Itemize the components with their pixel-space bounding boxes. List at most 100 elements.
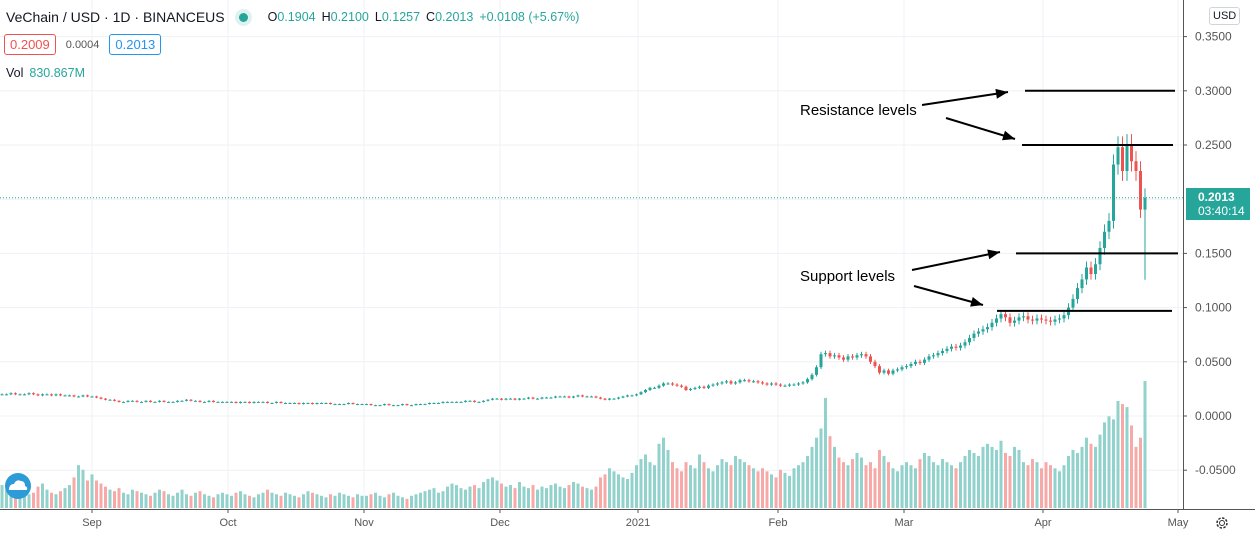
candle-body xyxy=(297,402,301,405)
volume-bar xyxy=(828,436,832,508)
candle-body xyxy=(608,398,611,400)
volume-bar xyxy=(995,449,998,508)
open-value: 0.1904 xyxy=(277,10,316,24)
x-tick-label: Oct xyxy=(219,517,236,529)
candle-body xyxy=(491,398,494,400)
volume-bar xyxy=(86,480,89,508)
candle-body xyxy=(1044,319,1048,321)
volume-bar xyxy=(990,446,994,508)
candle-body xyxy=(527,397,530,399)
candle-body xyxy=(189,399,193,401)
candle-body xyxy=(207,400,211,402)
candle-body xyxy=(446,401,449,403)
candle-body xyxy=(243,401,247,403)
candle-body xyxy=(936,353,940,356)
chart-legend: VeChain / USD · 1D · BINANCEUS O0.1904 H… xyxy=(6,9,580,25)
candle-body xyxy=(23,394,26,396)
candle-body xyxy=(27,393,31,395)
candle-body xyxy=(770,383,773,385)
volume-bar xyxy=(644,454,647,508)
candle-body xyxy=(788,384,791,386)
volume-bar xyxy=(603,474,607,508)
candle-body xyxy=(486,399,490,401)
candle-body xyxy=(356,404,359,406)
candle-body xyxy=(815,367,818,375)
volume-bar xyxy=(540,486,544,508)
y-tick-label: 0.0500 xyxy=(1195,355,1232,369)
volume-bar xyxy=(221,492,224,508)
candle-body xyxy=(1121,147,1124,172)
candle-body xyxy=(513,398,517,400)
candle-body xyxy=(329,402,332,405)
candle-body xyxy=(792,384,796,386)
volume-bar xyxy=(1062,465,1066,508)
volume-bar xyxy=(126,494,130,508)
candle-body xyxy=(104,398,107,400)
volume-bar xyxy=(500,483,503,508)
candle-body xyxy=(590,396,593,398)
volume-bar xyxy=(788,475,791,508)
volume-bar xyxy=(68,485,71,508)
volume-bar xyxy=(131,489,134,508)
candle-body xyxy=(333,404,337,406)
currency-button[interactable]: USD xyxy=(1209,7,1241,25)
candle-body xyxy=(891,370,895,374)
settings-gear-icon[interactable] xyxy=(1216,517,1228,529)
candle-body xyxy=(518,398,521,400)
candle-body xyxy=(680,385,683,387)
annotation-arrow xyxy=(945,117,1016,140)
volume-bar xyxy=(797,465,800,508)
annotation-arrow xyxy=(911,251,1001,271)
volume-bar xyxy=(689,465,692,508)
volume-bar xyxy=(1080,446,1084,508)
volume-bar xyxy=(423,491,427,508)
candle-body xyxy=(657,385,661,388)
candle-body xyxy=(414,404,418,406)
volume-bar xyxy=(365,495,368,508)
volume-bar xyxy=(527,488,530,508)
candle-body xyxy=(270,402,274,404)
volume-bar xyxy=(302,494,305,508)
y-tick-label: 0.0000 xyxy=(1195,409,1232,423)
candle-body xyxy=(1049,320,1052,322)
volume-bar xyxy=(833,446,836,508)
candle-body xyxy=(905,366,908,368)
volume-bar xyxy=(464,489,467,508)
volume-bar xyxy=(455,485,458,508)
candle-body xyxy=(846,356,850,360)
candle-body xyxy=(545,397,548,399)
candle-body xyxy=(819,354,823,368)
candle-body xyxy=(401,404,404,406)
candle-body xyxy=(999,314,1003,319)
candle-body xyxy=(617,397,620,399)
candle-body xyxy=(1026,316,1030,320)
candle-body xyxy=(945,348,949,351)
volume-bar xyxy=(329,494,332,508)
volume-bar xyxy=(41,483,44,508)
candle-body xyxy=(806,379,809,383)
candle-body xyxy=(342,404,346,406)
candle-body xyxy=(599,397,602,399)
volume-bar xyxy=(9,492,13,508)
volume-bar xyxy=(441,491,445,508)
volume-bar xyxy=(1116,401,1120,508)
candle-body xyxy=(882,370,886,373)
candle-body xyxy=(369,404,373,406)
buy-button[interactable]: 0.2013 xyxy=(109,34,162,55)
volume-bar xyxy=(270,492,274,508)
volume-bar xyxy=(473,485,476,508)
candle-body xyxy=(909,363,913,367)
volume-bar xyxy=(491,477,494,508)
volume-bar xyxy=(513,488,517,508)
candle-body xyxy=(239,401,242,403)
arrowhead-icon xyxy=(1002,130,1015,141)
candle-body xyxy=(77,396,80,398)
sell-button[interactable]: 0.2009 xyxy=(4,34,56,55)
candle-body xyxy=(162,400,166,402)
volume-bar xyxy=(162,491,166,508)
volume-bar xyxy=(707,468,710,508)
symbol-title[interactable]: VeChain / USD · 1D · BINANCEUS xyxy=(6,9,225,25)
volume-bar xyxy=(923,452,926,508)
volume-bar xyxy=(504,486,508,508)
